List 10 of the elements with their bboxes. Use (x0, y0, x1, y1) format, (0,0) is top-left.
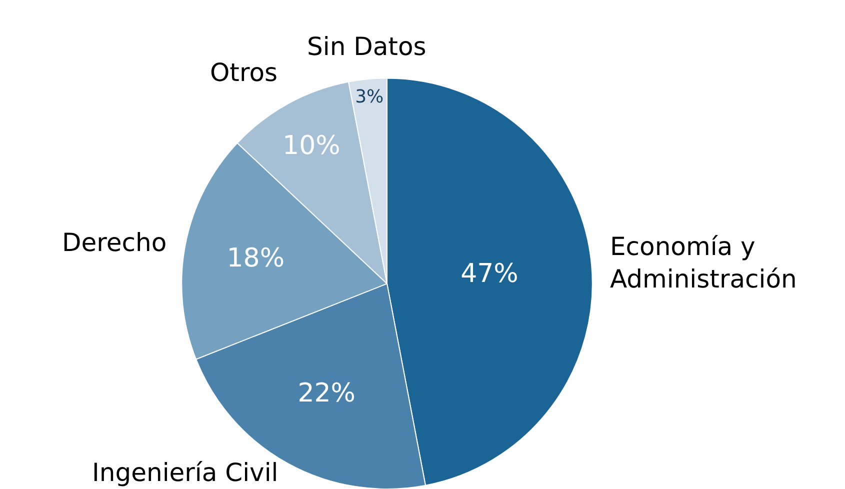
data-label: 22% (298, 378, 356, 409)
data-label: 3% (355, 86, 384, 108)
slice-label: Sin Datos (307, 32, 426, 61)
slice-label: Otros (210, 58, 278, 87)
slice-label: Economía y Administración (610, 232, 797, 294)
slice-label: Derecho (62, 228, 167, 257)
slice-label: Ingeniería Civil (92, 458, 278, 487)
data-label: 18% (226, 244, 285, 274)
data-label: 10% (282, 131, 340, 162)
data-label: 47% (460, 258, 518, 289)
